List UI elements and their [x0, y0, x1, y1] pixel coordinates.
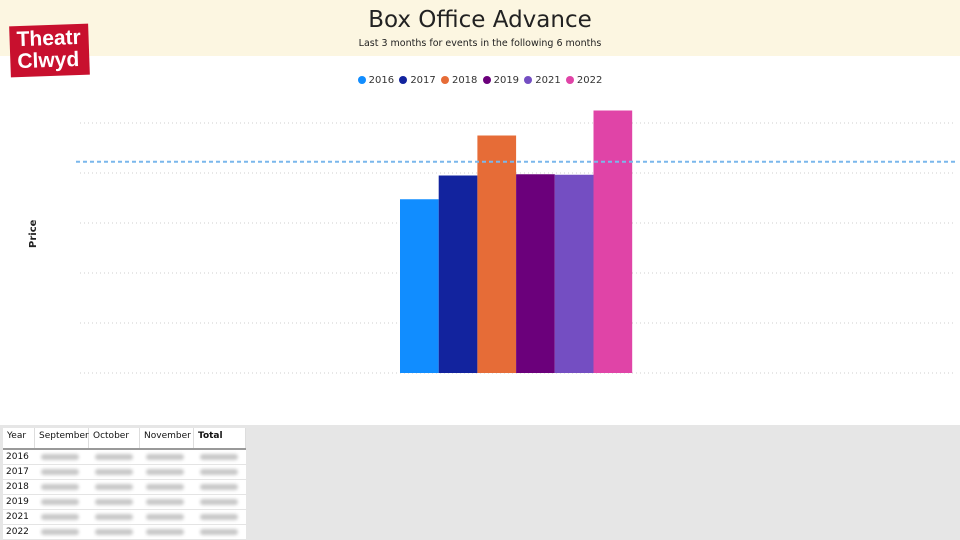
- legend-item-2017[interactable]: 2017: [399, 75, 436, 86]
- legend-item-2018[interactable]: 2018: [440, 75, 477, 86]
- redacted-cell: [194, 495, 246, 509]
- table-row: 2016: [3, 450, 246, 465]
- col-november[interactable]: November: [140, 428, 194, 448]
- year-cell: 2017: [6, 467, 29, 477]
- redacted-cell: [89, 510, 140, 524]
- redacted-cell: [194, 465, 246, 479]
- table-header: Year September October November Total: [3, 428, 246, 450]
- bar-chart: [76, 110, 958, 374]
- report-subtitle: Last 3 months for events in the followin…: [358, 38, 602, 49]
- col-october[interactable]: October: [89, 428, 140, 448]
- year-cell: 2021: [6, 512, 29, 522]
- box-office-table[interactable]: Year September October November Total 20…: [3, 428, 246, 540]
- table-row: 2021: [3, 510, 246, 525]
- table-row: 2018: [3, 480, 246, 495]
- redacted-cell: [89, 480, 140, 494]
- redacted-cell: [35, 495, 89, 509]
- year-cell: 2019: [6, 497, 29, 507]
- redacted-cell: [89, 525, 140, 539]
- year-cell: 2022: [6, 527, 29, 537]
- redacted-cell: [140, 450, 194, 464]
- table-row: 2019: [3, 495, 246, 510]
- chart-legend[interactable]: 2016 2017 2018 2019 2021 2022: [0, 75, 960, 86]
- redacted-cell: [89, 465, 140, 479]
- bar-2019[interactable]: [516, 174, 555, 373]
- redacted-cell: [194, 525, 246, 539]
- redacted-cell: [194, 480, 246, 494]
- redacted-cell: [194, 450, 246, 464]
- legend-dot: [357, 76, 366, 84]
- legend-item-2016[interactable]: 2016: [357, 75, 394, 86]
- redacted-cell: [140, 480, 194, 494]
- col-september[interactable]: September: [35, 428, 89, 448]
- legend-dot: [482, 76, 491, 84]
- col-total[interactable]: Total: [194, 428, 246, 448]
- redacted-cell: [140, 510, 194, 524]
- legend-dot: [565, 76, 574, 84]
- table-row: 2017: [3, 465, 246, 480]
- year-cell: 2018: [6, 482, 29, 492]
- redacted-cell: [89, 450, 140, 464]
- table-row: 2022: [3, 525, 246, 540]
- report-header: Theatr Clwyd Box Office Advance Last 3 m…: [0, 0, 960, 78]
- legend-item-2022[interactable]: 2022: [565, 75, 602, 86]
- redacted-cell: [35, 465, 89, 479]
- bar-2022[interactable]: [593, 110, 633, 374]
- redacted-cell: [35, 480, 89, 494]
- legend-dot: [440, 76, 449, 84]
- bar-2016[interactable]: [400, 199, 439, 373]
- redacted-cell: [140, 495, 194, 509]
- legend-dot: [399, 76, 408, 84]
- bar-2017[interactable]: [438, 175, 478, 374]
- bar-2018[interactable]: [477, 135, 517, 374]
- col-year[interactable]: Year: [3, 428, 35, 448]
- legend-item-2019[interactable]: 2019: [482, 75, 519, 86]
- year-cell: 2016: [6, 452, 29, 462]
- legend-dot: [524, 76, 533, 84]
- redacted-cell: [35, 525, 89, 539]
- redacted-cell: [35, 510, 89, 524]
- redacted-cell: [89, 495, 140, 509]
- redacted-cell: [140, 525, 194, 539]
- legend-item-2021[interactable]: 2021: [524, 75, 561, 86]
- bar-2021[interactable]: [554, 174, 594, 373]
- redacted-cell: [194, 510, 246, 524]
- report-title: Box Office Advance: [368, 7, 592, 33]
- redacted-cell: [35, 450, 89, 464]
- redacted-cell: [140, 465, 194, 479]
